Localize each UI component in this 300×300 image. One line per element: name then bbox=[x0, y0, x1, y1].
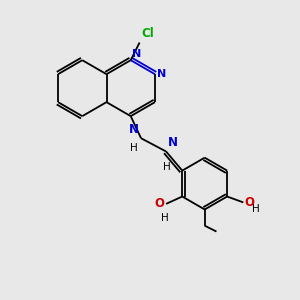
Text: O: O bbox=[245, 196, 255, 209]
Text: H: H bbox=[163, 162, 171, 172]
Text: H: H bbox=[252, 204, 259, 214]
Text: Cl: Cl bbox=[141, 27, 154, 40]
Text: H: H bbox=[130, 142, 137, 153]
Text: N: N bbox=[157, 69, 167, 79]
Text: H: H bbox=[161, 213, 169, 223]
Text: O: O bbox=[154, 197, 165, 210]
Text: N: N bbox=[133, 49, 142, 59]
Text: N: N bbox=[167, 136, 178, 149]
Text: N: N bbox=[129, 124, 139, 136]
